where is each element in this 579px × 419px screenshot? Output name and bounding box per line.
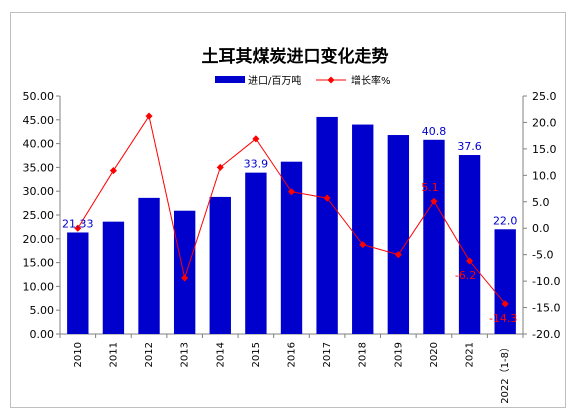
bar	[173, 210, 196, 334]
y-left-tick-label: 40.00	[23, 138, 55, 151]
bar	[138, 197, 160, 334]
y-right-tick-label: -15.0	[532, 302, 560, 315]
line-point	[394, 251, 402, 259]
bar	[352, 124, 374, 334]
y-right-tick-label: -20.0	[532, 328, 560, 341]
y-right-tick-label: 5.0	[532, 196, 550, 209]
bar-value-label: 22.0	[493, 214, 518, 227]
bar-series	[67, 116, 516, 334]
data-labels: 21.33 33.9 40.8 37.6 22.0 5.1 -6.2 -14.3	[62, 125, 517, 325]
x-tick-label: 2010	[73, 342, 84, 367]
bar-value-label: 33.9	[244, 158, 269, 171]
y-right-tick-label: 25.0	[532, 90, 557, 103]
line-point	[252, 135, 260, 143]
axes: 0.00 5.00 10.00 15.00 20.00 25.00 30.00 35.00 40…	[23, 90, 561, 404]
line-point	[466, 257, 474, 265]
chart-title: 土耳其煤炭进口变化走势	[202, 46, 389, 67]
line-point	[145, 112, 153, 120]
line-point	[501, 300, 509, 308]
y-left-tick-label: 10.00	[23, 280, 55, 293]
x-tick-label: 2013	[180, 342, 191, 367]
y-right-tick-label: -5.0	[532, 249, 553, 262]
line-point	[181, 274, 189, 282]
y-right-tick-label: 20.0	[532, 116, 557, 129]
line-point	[359, 241, 367, 249]
y-right-tick-label: 15.0	[532, 143, 557, 156]
y-right-tick-label: 0.0	[532, 222, 550, 235]
x-tick-label: 2011	[108, 342, 119, 367]
x-tick-label: 2021	[465, 342, 476, 367]
bar-value-label: 21.33	[62, 217, 94, 230]
y-left-tick-label: 50.00	[23, 90, 55, 103]
bar	[102, 221, 125, 334]
y-left-tick-label: 15.00	[23, 257, 55, 270]
bar	[423, 139, 445, 334]
x-tick-label: 2020	[429, 342, 440, 367]
bar	[316, 116, 338, 334]
line-point	[109, 167, 117, 175]
y-left-tick-label: 0.00	[30, 328, 55, 341]
line-point	[430, 197, 438, 205]
y-left-tick-label: 25.00	[23, 209, 55, 222]
x-tick-label: 2022（1-8）	[499, 342, 511, 404]
line-value-label: -6.2	[455, 269, 476, 282]
line-series	[74, 112, 509, 308]
bar	[458, 155, 481, 334]
x-tick-label: 2019	[393, 342, 404, 367]
bar	[494, 229, 516, 334]
x-tick-label: 2014	[215, 342, 226, 367]
bar	[387, 135, 410, 334]
bar-value-label: 40.8	[422, 125, 447, 138]
y-left-tick-label: 35.00	[23, 161, 55, 174]
bar	[280, 161, 303, 334]
legend-line-label: 增长率%	[351, 74, 391, 87]
bar	[67, 232, 89, 334]
x-tick-label: 2016	[287, 342, 298, 367]
legend-bar-swatch	[215, 76, 245, 83]
line-point	[287, 188, 296, 196]
y-left-tick-label: 5.00	[30, 304, 55, 317]
legend: 进口/百万吨 增长率%	[215, 74, 391, 87]
line-point	[216, 163, 224, 171]
bar	[209, 196, 231, 334]
x-tick-label: 2012	[144, 342, 155, 367]
x-tick-label: 2015	[251, 342, 262, 367]
legend-line-marker	[327, 76, 335, 84]
line-value-label: 5.1	[421, 181, 439, 194]
legend-bar-label: 进口/百万吨	[248, 74, 301, 87]
x-tick-label: 2017	[322, 342, 333, 367]
bar	[245, 172, 267, 334]
y-right-tick-label: 10.0	[532, 169, 557, 182]
y-left-tick-label: 45.00	[23, 114, 55, 127]
line-point	[323, 194, 331, 202]
x-tick-label: 2018	[358, 342, 369, 367]
y-left-tick-label: 30.00	[23, 185, 55, 198]
line-value-label: -14.3	[489, 312, 517, 325]
y-left-tick-label: 20.00	[23, 233, 55, 246]
y-right-tick-label: -10.0	[532, 275, 560, 288]
bar-value-label: 37.6	[457, 140, 482, 153]
line-point	[74, 224, 82, 232]
